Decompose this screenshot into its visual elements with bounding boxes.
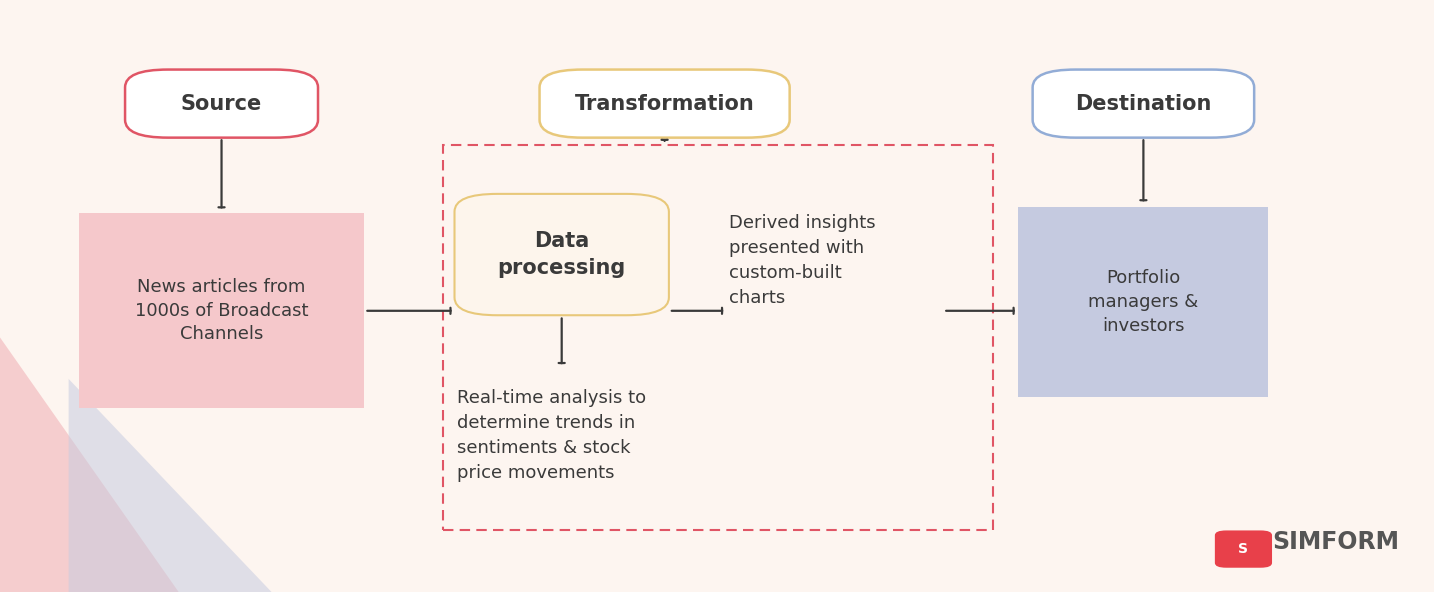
Bar xyxy=(1018,207,1269,397)
Text: SIMFORM: SIMFORM xyxy=(1272,530,1400,554)
Polygon shape xyxy=(69,379,271,592)
Polygon shape xyxy=(0,337,179,592)
FancyBboxPatch shape xyxy=(539,70,790,138)
Text: Derived insights
presented with
custom-built
charts: Derived insights presented with custom-b… xyxy=(728,214,876,307)
Text: Source: Source xyxy=(181,94,262,114)
Text: Data
processing: Data processing xyxy=(498,231,625,278)
FancyBboxPatch shape xyxy=(125,70,318,138)
FancyBboxPatch shape xyxy=(1032,70,1255,138)
Text: Real-time analysis to
determine trends in
sentiments & stock
price movements: Real-time analysis to determine trends i… xyxy=(457,388,647,482)
Text: S: S xyxy=(1239,542,1249,556)
Text: Destination: Destination xyxy=(1076,94,1212,114)
Bar xyxy=(79,213,364,408)
FancyBboxPatch shape xyxy=(1215,530,1272,568)
Text: Transformation: Transformation xyxy=(575,94,754,114)
Bar xyxy=(443,145,994,530)
Text: News articles from
1000s of Broadcast
Channels: News articles from 1000s of Broadcast Ch… xyxy=(135,278,308,343)
Text: Portfolio
managers &
investors: Portfolio managers & investors xyxy=(1088,269,1199,334)
FancyBboxPatch shape xyxy=(455,194,668,316)
